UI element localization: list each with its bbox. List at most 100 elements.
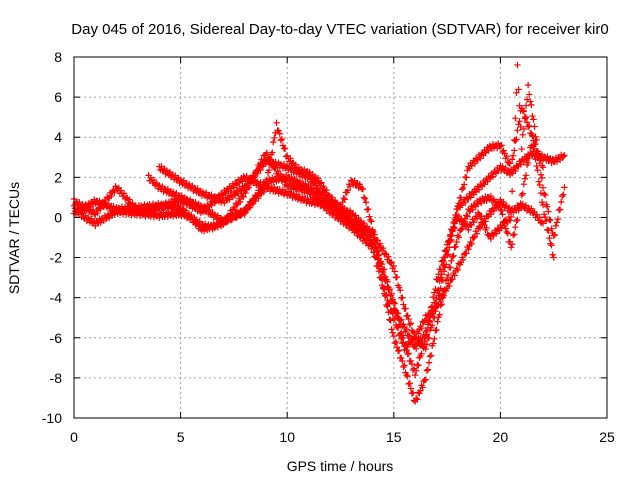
data-point (533, 136, 540, 144)
data-point (438, 300, 445, 308)
data-point (261, 181, 269, 188)
data-point (393, 344, 401, 351)
data-point (522, 172, 530, 179)
data-point (421, 337, 428, 345)
x-tick-label: 0 (70, 429, 78, 445)
data-point (449, 228, 456, 235)
data-point (552, 222, 560, 230)
data-point (535, 154, 542, 161)
data-point (519, 107, 526, 114)
data-point (240, 193, 247, 200)
data-point (513, 89, 520, 97)
data-point (410, 329, 418, 337)
data-point (548, 225, 555, 232)
data-point (452, 243, 459, 250)
data-point (463, 250, 470, 257)
data-point (239, 192, 246, 200)
data-point (321, 195, 328, 202)
data-point (360, 194, 368, 201)
data-point (438, 258, 445, 265)
data-point (394, 314, 402, 322)
data-point (539, 184, 547, 191)
data-point (489, 197, 497, 204)
data-point (369, 227, 376, 235)
data-point (398, 354, 405, 362)
data-point (496, 200, 503, 208)
data-point (517, 200, 524, 207)
data-point (393, 274, 401, 281)
data-point (470, 219, 477, 226)
data-point (408, 336, 416, 343)
data-point (404, 350, 411, 358)
data-point (433, 294, 440, 302)
data-point (403, 326, 410, 333)
data-point (440, 287, 448, 295)
data-point (277, 137, 285, 144)
data-point (407, 320, 415, 327)
data-point (530, 137, 537, 144)
data-point (412, 395, 420, 402)
data-point (258, 184, 265, 191)
data-point (396, 287, 404, 294)
data-point (436, 311, 443, 318)
data-point (505, 204, 513, 211)
data-point (287, 155, 294, 162)
data-point (156, 182, 163, 189)
data-point (395, 347, 403, 354)
data-point (550, 254, 557, 261)
data-point (503, 152, 510, 160)
data-point (355, 214, 362, 222)
data-point (514, 127, 521, 134)
data-point (260, 188, 267, 196)
data-point (498, 207, 505, 215)
data-point (390, 262, 397, 270)
data-point (372, 241, 379, 248)
data-point (508, 188, 516, 195)
data-point (533, 162, 540, 170)
data-point (389, 296, 396, 303)
data-point (383, 276, 390, 283)
y-tick-label: 6 (54, 89, 62, 105)
data-point (405, 332, 412, 339)
data-point (528, 205, 535, 212)
data-point (270, 138, 277, 146)
data-point (239, 210, 246, 217)
x-tick-label: 5 (177, 429, 185, 445)
data-point (492, 230, 500, 237)
data-point (433, 326, 440, 334)
data-point (476, 224, 484, 232)
data-point (388, 326, 395, 333)
data-point (242, 209, 249, 216)
data-point (509, 166, 517, 173)
data-point (310, 185, 318, 193)
data-point (360, 219, 368, 227)
data-point (427, 311, 435, 319)
x-tick-label: 10 (279, 429, 295, 445)
data-point (519, 190, 526, 197)
data-point (395, 284, 403, 291)
data-point (270, 178, 277, 186)
data-point (459, 256, 467, 264)
data-point (391, 339, 399, 347)
data-point (561, 184, 568, 191)
data-point (382, 277, 389, 285)
data-point (506, 217, 514, 224)
y-tick-label: 8 (54, 49, 62, 65)
data-point (462, 199, 469, 207)
data-point (414, 396, 421, 403)
data-point (487, 192, 495, 200)
data-point (371, 237, 378, 245)
data-point (480, 218, 487, 226)
data-point (376, 258, 384, 266)
data-point (497, 143, 504, 150)
data-point (390, 299, 397, 306)
data-point (536, 159, 544, 167)
data-point (515, 86, 522, 93)
data-point (476, 155, 484, 162)
data-point (341, 196, 348, 203)
data-point (423, 341, 431, 348)
x-axis-label: GPS time / hours (287, 458, 394, 474)
data-point (73, 204, 81, 212)
data-point (543, 217, 550, 225)
data-point (240, 187, 247, 194)
